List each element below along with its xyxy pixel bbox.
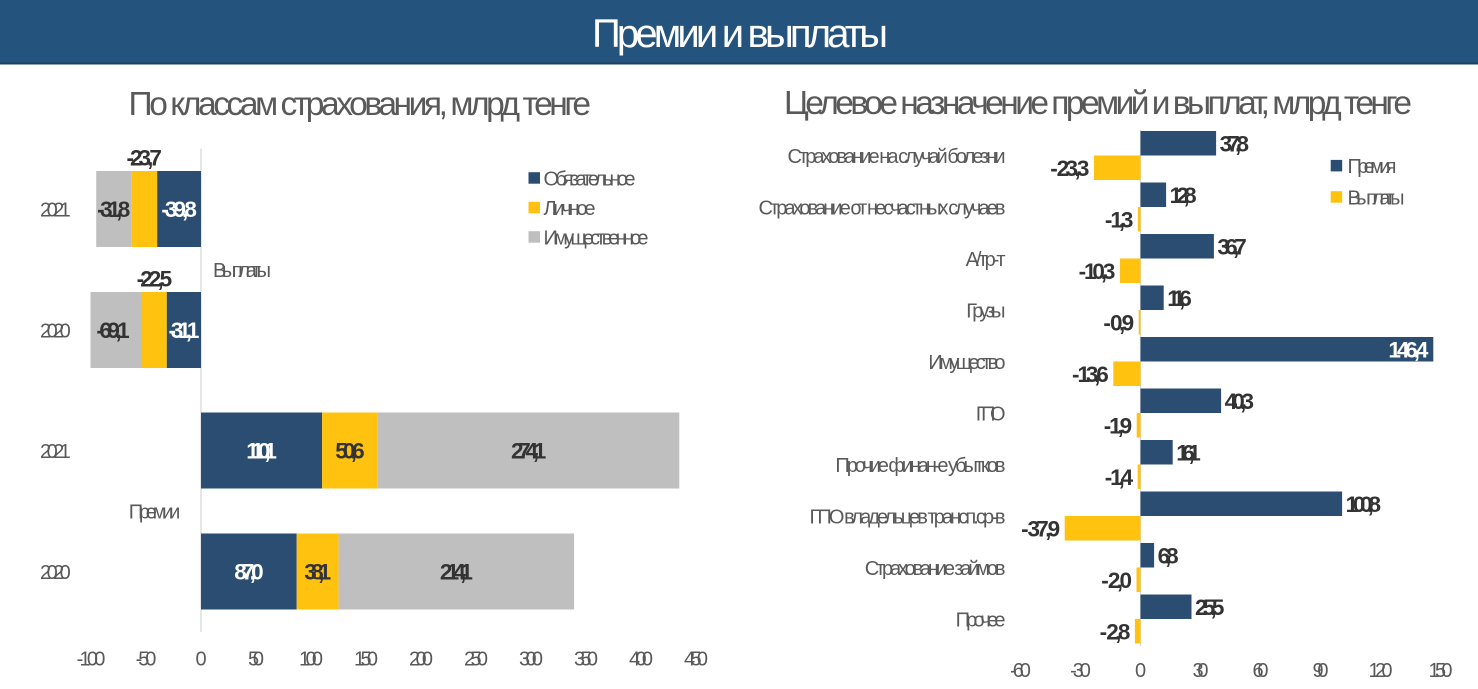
- svg-text:200: 200: [409, 648, 433, 670]
- svg-text:11,6: 11,6: [1167, 286, 1192, 311]
- svg-text:25,5: 25,5: [1195, 595, 1224, 620]
- svg-text:Обязательное: Обязательное: [544, 168, 636, 190]
- svg-text:38,1: 38,1: [304, 560, 331, 585]
- svg-text:6,8: 6,8: [1158, 544, 1179, 569]
- svg-text:37,8: 37,8: [1220, 131, 1249, 156]
- svg-text:По классам страхования, млрд т: По классам страхования, млрд тенге: [129, 86, 591, 123]
- svg-text:400: 400: [629, 648, 653, 670]
- svg-text:ГПО владельцев трансп.ср-в: ГПО владельцев трансп.ср-в: [810, 506, 1006, 528]
- svg-text:Страхование займов: Страхование займов: [865, 558, 1006, 580]
- svg-text:- 10,3: - 10,3: [1079, 259, 1116, 284]
- svg-text:Грузы: Грузы: [966, 300, 1005, 322]
- svg-text:ГПО: ГПО: [976, 403, 1006, 425]
- svg-text:2021: 2021: [40, 199, 71, 221]
- svg-text:Имущество: Имущество: [928, 352, 1005, 374]
- svg-text:12,8: 12,8: [1170, 183, 1197, 208]
- svg-text:110,1: 110,1: [246, 439, 277, 464]
- svg-text:87,0: 87,0: [234, 560, 263, 585]
- svg-text:-31,8: -31,8: [97, 197, 130, 222]
- svg-text:-60: -60: [1010, 660, 1031, 682]
- svg-text:90: 90: [1313, 660, 1329, 682]
- svg-text:16,1: 16,1: [1176, 440, 1201, 465]
- svg-text:36,7: 36,7: [1217, 234, 1246, 259]
- svg-text:50,6: 50,6: [335, 439, 364, 464]
- svg-text:Страхование от несчастных случ: Страхование от несчастных случаев: [759, 197, 1006, 219]
- svg-text:-50: -50: [136, 648, 157, 670]
- svg-text:Премия: Премия: [1348, 156, 1397, 178]
- svg-text:- 37,9: - 37,9: [1021, 517, 1060, 542]
- svg-text:- 0,9: - 0,9: [1103, 310, 1134, 335]
- svg-text:150: 150: [1429, 660, 1453, 682]
- svg-text:0: 0: [195, 648, 206, 670]
- svg-text:Имущественное: Имущественное: [544, 227, 649, 249]
- svg-text:146,4: 146,4: [1388, 337, 1428, 362]
- svg-text:100: 100: [299, 648, 323, 670]
- svg-text:40,3: 40,3: [1225, 389, 1254, 414]
- svg-text:0: 0: [1135, 660, 1146, 682]
- svg-text:214,1: 214,1: [440, 560, 473, 585]
- svg-text:50: 50: [248, 648, 264, 670]
- svg-text:Премии и выплаты: Премии и выплаты: [592, 12, 888, 56]
- svg-text:Выплаты: Выплаты: [1348, 187, 1405, 209]
- svg-text:- 23,3: - 23,3: [1050, 156, 1089, 181]
- svg-text:- 1,4: - 1,4: [1105, 465, 1134, 490]
- svg-text:-31,1: -31,1: [168, 318, 199, 343]
- svg-text:- 13,6: - 13,6: [1072, 362, 1109, 387]
- svg-text:Премии: Премии: [129, 502, 181, 524]
- svg-text:2021: 2021: [40, 441, 71, 463]
- svg-text:Личное: Личное: [544, 198, 596, 220]
- svg-text:250: 250: [464, 648, 488, 670]
- svg-text:300: 300: [519, 648, 543, 670]
- svg-text:А/тр-т: А/тр-т: [966, 249, 1006, 271]
- svg-text:-30: -30: [1070, 660, 1091, 682]
- svg-text:450: 450: [684, 648, 708, 670]
- svg-text:- 1,9: - 1,9: [1104, 413, 1133, 438]
- svg-text:-100: -100: [77, 648, 106, 670]
- svg-text:60: 60: [1253, 660, 1269, 682]
- svg-text:Страхование на случай болезни: Страхование на случай болезни: [788, 146, 1006, 168]
- svg-text:-22,5: -22,5: [137, 267, 173, 292]
- svg-text:-39,8: -39,8: [161, 197, 197, 222]
- svg-text:-69,1: -69,1: [96, 318, 129, 343]
- svg-text:- 2,0: - 2,0: [1101, 568, 1132, 593]
- svg-text:2020: 2020: [40, 320, 71, 342]
- svg-text:Прочее: Прочее: [956, 609, 1006, 631]
- svg-text:30: 30: [1193, 660, 1209, 682]
- svg-text:274,1: 274,1: [511, 439, 546, 464]
- svg-text:-23,7: -23,7: [126, 146, 162, 171]
- svg-text:120: 120: [1369, 660, 1393, 682]
- svg-text:100,8: 100,8: [1346, 492, 1381, 517]
- svg-text:2020: 2020: [40, 562, 71, 584]
- svg-text:- 2,8: - 2,8: [1100, 620, 1131, 645]
- svg-text:150: 150: [354, 648, 378, 670]
- svg-text:Прочие финан-е убытков: Прочие финан-е убытков: [835, 455, 1005, 477]
- svg-text:- 1,3: - 1,3: [1105, 207, 1134, 232]
- svg-text:350: 350: [574, 648, 598, 670]
- svg-text:Выплаты: Выплаты: [213, 260, 271, 282]
- svg-text:Целевое назначение премий и вы: Целевое назначение премий и выплат, млрд…: [784, 85, 1412, 122]
